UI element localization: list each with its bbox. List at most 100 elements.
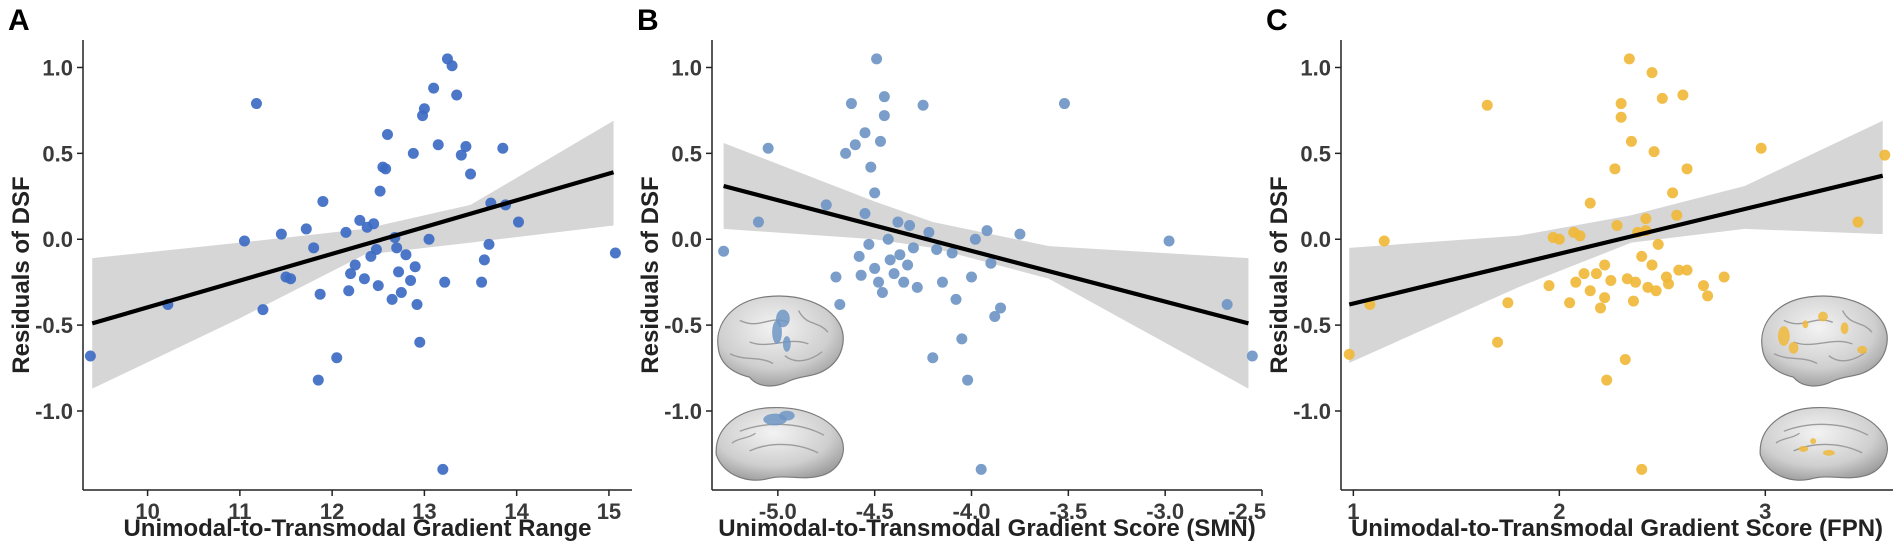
x-tick-label: -2.5	[1228, 499, 1266, 524]
data-point	[718, 245, 730, 257]
data-point	[317, 195, 329, 207]
data-point	[1630, 276, 1642, 288]
data-point	[1599, 259, 1611, 271]
data-point	[1615, 111, 1627, 123]
data-point	[1584, 197, 1596, 209]
data-point	[1570, 276, 1582, 288]
y-tick-label: 1.0	[671, 55, 702, 80]
data-point	[370, 244, 382, 256]
data-point	[962, 374, 974, 386]
data-point	[250, 98, 262, 110]
data-point	[1656, 92, 1668, 104]
data-point	[1662, 278, 1674, 290]
data-point	[1481, 99, 1493, 111]
panel-letter: C	[1266, 4, 1288, 37]
data-point	[1636, 463, 1648, 475]
data-point	[1852, 216, 1864, 228]
y-tick-label: 0.0	[42, 227, 73, 252]
data-point	[931, 244, 943, 256]
brain-surface	[1761, 295, 1888, 387]
highlight-region	[1788, 341, 1799, 354]
data-point	[950, 293, 962, 305]
y-tick-label: -0.5	[35, 313, 73, 338]
brain-fold	[797, 310, 829, 333]
data-point	[894, 249, 906, 261]
data-point	[1673, 264, 1685, 276]
data-point	[455, 149, 467, 161]
data-point	[1584, 285, 1596, 297]
brain-fold	[1775, 432, 1800, 444]
x-tick-label: 15	[597, 499, 621, 524]
data-point	[331, 352, 343, 364]
data-point	[1058, 98, 1070, 110]
data-point	[476, 276, 488, 288]
data-point	[513, 216, 525, 228]
data-point	[1163, 235, 1175, 247]
data-point	[1615, 98, 1627, 110]
data-point	[1574, 230, 1586, 242]
data-point	[418, 103, 430, 115]
y-tick-label: -1.0	[35, 399, 73, 424]
regression-line	[1348, 173, 1884, 307]
data-point	[1492, 336, 1504, 348]
data-point	[1502, 297, 1514, 309]
data-point	[300, 223, 312, 235]
data-point	[391, 242, 403, 254]
data-point	[1605, 274, 1617, 286]
confidence-band	[723, 143, 1249, 389]
data-point	[1652, 238, 1664, 250]
data-point	[981, 225, 993, 237]
data-point	[1642, 281, 1654, 293]
data-point	[1221, 299, 1233, 311]
y-tick-label: 0.0	[1300, 227, 1331, 252]
panel-letter: B	[637, 4, 659, 37]
data-point	[1648, 146, 1660, 158]
highlight-region	[1818, 311, 1828, 322]
data-point	[888, 268, 900, 280]
data-point	[609, 247, 621, 259]
data-point	[1681, 163, 1693, 175]
data-point	[257, 304, 269, 316]
highlight-region	[1777, 326, 1790, 346]
highlight-region	[1823, 449, 1835, 456]
data-point	[1636, 250, 1648, 262]
data-point	[865, 161, 877, 173]
data-point	[358, 273, 370, 285]
brain-fold	[729, 353, 774, 365]
data-point	[1671, 209, 1683, 221]
data-point	[1702, 290, 1714, 302]
data-point	[478, 254, 490, 266]
data-point	[956, 333, 968, 345]
data-point	[1611, 219, 1623, 231]
data-point	[372, 280, 384, 292]
data-point	[876, 286, 888, 298]
data-point	[923, 226, 935, 238]
brain-fold	[1841, 310, 1873, 333]
data-point	[1646, 259, 1658, 271]
x-tick-label: 13	[412, 499, 436, 524]
data-point	[1595, 302, 1607, 314]
data-point	[966, 271, 978, 283]
highlight-region	[1810, 438, 1817, 445]
brain-lateral-view	[1761, 295, 1888, 387]
highlight-region	[1798, 445, 1809, 452]
y-tick-label: -0.5	[664, 313, 702, 338]
data-point	[853, 250, 865, 262]
data-point	[975, 463, 987, 475]
x-tick-label: 11	[228, 499, 251, 524]
data-point	[834, 299, 846, 311]
data-point	[432, 139, 444, 151]
data-point	[1578, 268, 1590, 280]
data-point	[1601, 374, 1613, 386]
data-point	[884, 254, 896, 266]
highlight-region	[1840, 322, 1849, 335]
data-point	[904, 219, 916, 231]
data-point	[238, 235, 250, 247]
data-point	[1698, 280, 1710, 292]
data-point	[989, 311, 1001, 323]
brain-fold	[784, 351, 823, 362]
data-point	[902, 259, 914, 271]
data-point	[820, 199, 832, 211]
y-tick-label: -0.5	[1293, 313, 1331, 338]
regression-line	[723, 183, 1249, 326]
